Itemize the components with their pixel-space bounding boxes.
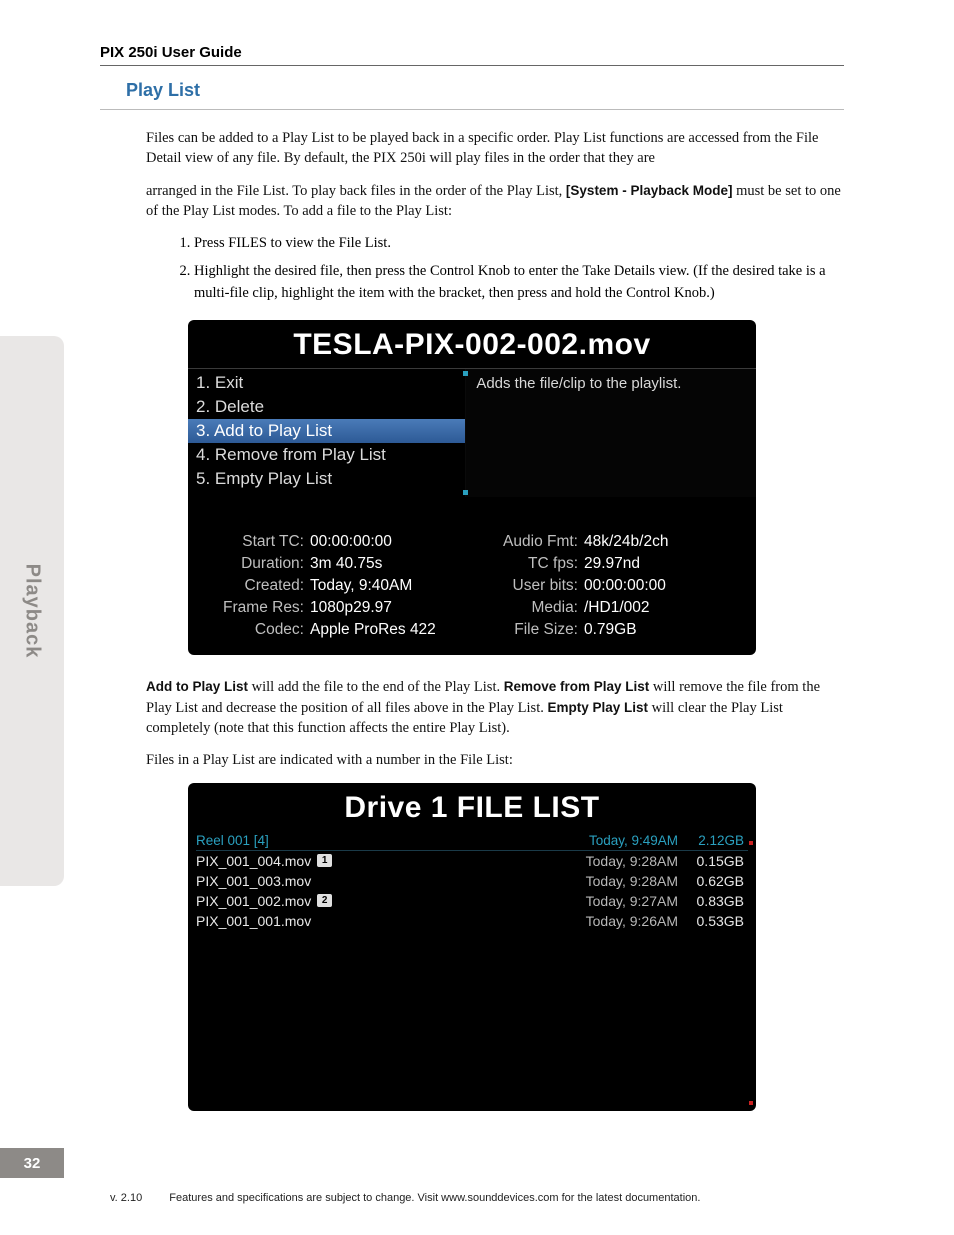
playlist-actions-paragraph: Add to Play List will add the file to th… (146, 677, 844, 738)
take-menu-item[interactable]: 1. Exit (188, 371, 465, 395)
reel-size: 2.12GB (678, 833, 748, 848)
take-menu-item[interactable]: 3. Add to Play List (188, 419, 465, 443)
scroll-indicator-bottom (749, 1101, 753, 1105)
file-name: PIX_001_004.mov1 (196, 853, 558, 869)
empty-playlist-bold: Empty Play List (547, 700, 648, 715)
page-header: PIX 250i User Guide (100, 44, 844, 66)
playlist-indicator-paragraph: Files in a Play List are indicated with … (146, 750, 844, 770)
file-row[interactable]: PIX_001_001.movToday, 9:26AM0.53GB (196, 911, 748, 931)
detail-value: 0.79GB (584, 621, 637, 639)
file-time: Today, 9:28AM (558, 853, 678, 869)
take-details-screenshot: TESLA-PIX-002-002.mov 1. Exit2. Delete3.… (188, 320, 756, 655)
file-name: PIX_001_002.mov2 (196, 893, 558, 909)
reel-name: Reel 001 [4] (196, 833, 558, 848)
file-list-screenshot: Drive 1 FILE LIST Reel 001 [4] Today, 9:… (188, 783, 756, 1111)
detail-row: Frame Res:1080p29.97 (198, 597, 472, 619)
p2a: will add the file to the end of the Play… (248, 679, 504, 695)
detail-label: User bits: (472, 577, 584, 595)
detail-label: Created: (198, 577, 310, 595)
remove-from-playlist-bold: Remove from Play List (504, 679, 650, 694)
detail-value: Today, 9:40AM (310, 577, 412, 595)
steps-list: Press FILES to view the File List. Highl… (172, 233, 844, 304)
detail-row: Media:/HD1/002 (472, 597, 746, 619)
scroll-indicator-top (749, 841, 753, 845)
file-size: 0.83GB (678, 893, 748, 909)
intro-2a: arranged in the File List. To play back … (146, 183, 566, 199)
take-details-grid: Start TC:00:00:00:00Duration:3m 40.75sCr… (188, 497, 756, 655)
footer-version: v. 2.10 (110, 1192, 142, 1204)
take-menu: 1. Exit2. Delete3. Add to Play List4. Re… (188, 369, 466, 497)
detail-row: Start TC:00:00:00:00 (198, 531, 472, 553)
file-list-title: Drive 1 FILE LIST (188, 783, 756, 831)
footer-text: Features and specifications are subject … (169, 1192, 700, 1204)
detail-row: Created:Today, 9:40AM (198, 575, 472, 597)
step-2: Highlight the desired file, then press t… (194, 261, 844, 305)
detail-label: Media: (472, 599, 584, 617)
file-size: 0.53GB (678, 913, 748, 929)
detail-label: File Size: (472, 621, 584, 639)
intro-paragraph-1: Files can be added to a Play List to be … (146, 128, 844, 169)
playlist-badge: 1 (317, 854, 332, 867)
detail-row: Codec:Apple ProRes 422 (198, 619, 472, 641)
take-menu-item[interactable]: 2. Delete (188, 395, 465, 419)
file-size: 0.62GB (678, 873, 748, 889)
file-size: 0.15GB (678, 853, 748, 869)
detail-label: Start TC: (198, 533, 310, 551)
take-menu-description: Adds the file/clip to the playlist. (466, 369, 756, 497)
file-name: PIX_001_001.mov (196, 913, 558, 929)
take-menu-item[interactable]: 4. Remove from Play List (188, 443, 465, 467)
detail-row: File Size:0.79GB (472, 619, 746, 641)
detail-row: Audio Fmt:48k/24b/2ch (472, 531, 746, 553)
add-to-playlist-bold: Add to Play List (146, 679, 248, 694)
section-rule (100, 109, 844, 110)
file-name: PIX_001_003.mov (196, 873, 558, 889)
intro-paragraph-2: arranged in the File List. To play back … (146, 181, 844, 222)
detail-value: Apple ProRes 422 (310, 621, 436, 639)
detail-row: TC fps:29.97nd (472, 553, 746, 575)
intro-2b-bold: [System - Playback Mode] (566, 183, 733, 198)
take-filename: TESLA-PIX-002-002.mov (188, 320, 756, 368)
detail-value: 00:00:00:00 (310, 533, 392, 551)
detail-value: 3m 40.75s (310, 555, 382, 573)
detail-label: Audio Fmt: (472, 533, 584, 551)
file-list-header-row: Reel 001 [4] Today, 9:49AM 2.12GB (196, 831, 748, 851)
detail-label: Duration: (198, 555, 310, 573)
file-row[interactable]: PIX_001_004.mov1Today, 9:28AM0.15GB (196, 851, 748, 871)
detail-value: 48k/24b/2ch (584, 533, 668, 551)
detail-label: TC fps: (472, 555, 584, 573)
file-row[interactable]: PIX_001_003.movToday, 9:28AM0.62GB (196, 871, 748, 891)
detail-value: 00:00:00:00 (584, 577, 666, 595)
file-row[interactable]: PIX_001_002.mov2Today, 9:27AM0.83GB (196, 891, 748, 911)
detail-label: Codec: (198, 621, 310, 639)
reel-time: Today, 9:49AM (558, 833, 678, 848)
file-time: Today, 9:26AM (558, 913, 678, 929)
page-footer: v. 2.10 Features and specifications are … (110, 1192, 700, 1204)
detail-value: 1080p29.97 (310, 599, 392, 617)
playlist-badge: 2 (317, 894, 332, 907)
step-1: Press FILES to view the File List. (194, 233, 844, 255)
file-time: Today, 9:27AM (558, 893, 678, 909)
detail-value: /HD1/002 (584, 599, 649, 617)
detail-row: Duration:3m 40.75s (198, 553, 472, 575)
detail-value: 29.97nd (584, 555, 640, 573)
file-time: Today, 9:28AM (558, 873, 678, 889)
detail-row: User bits:00:00:00:00 (472, 575, 746, 597)
file-list: Reel 001 [4] Today, 9:49AM 2.12GB PIX_00… (188, 831, 756, 1111)
take-menu-item[interactable]: 5. Empty Play List (188, 467, 465, 491)
detail-label: Frame Res: (198, 599, 310, 617)
section-title: Play List (126, 80, 844, 103)
